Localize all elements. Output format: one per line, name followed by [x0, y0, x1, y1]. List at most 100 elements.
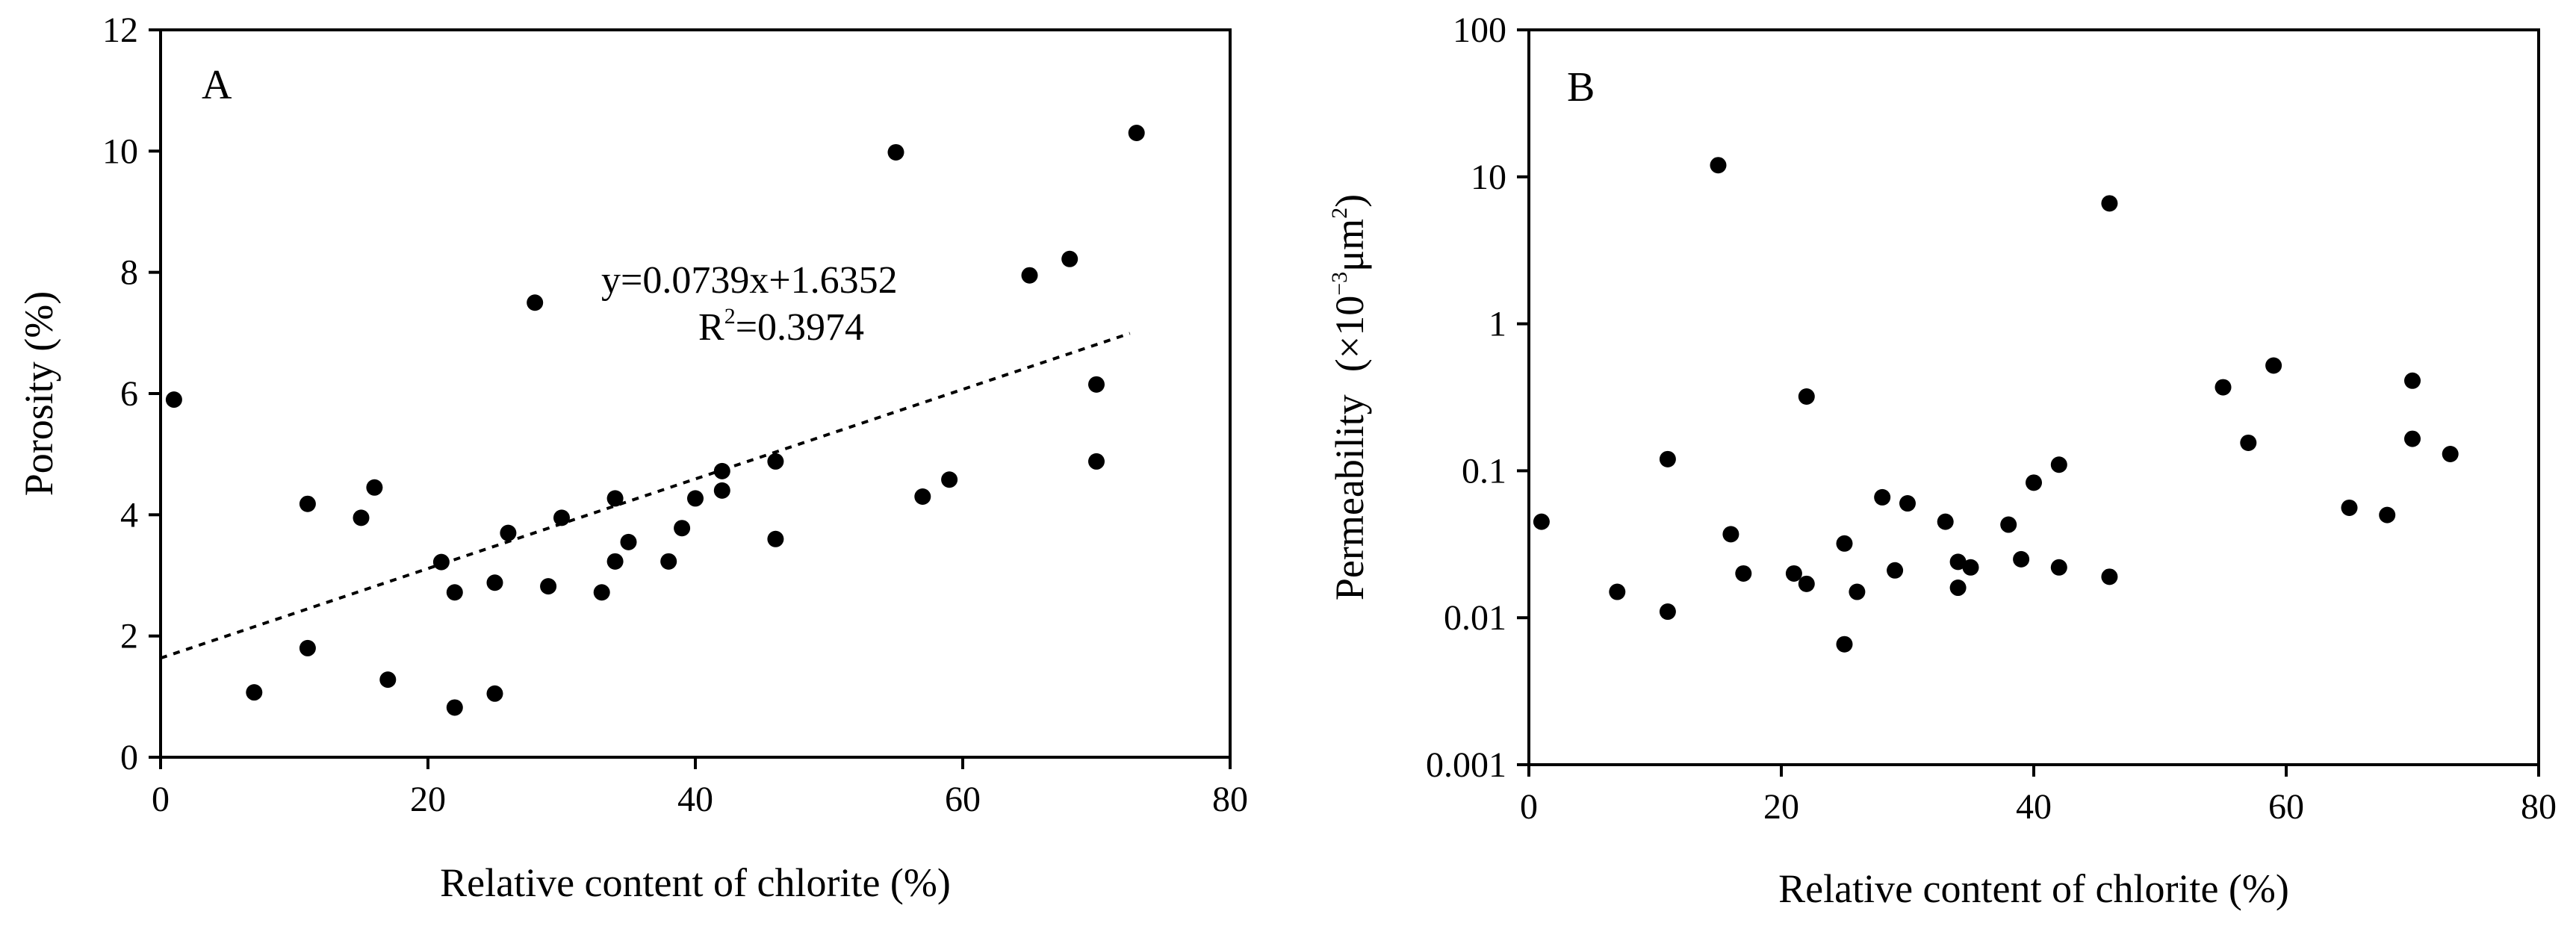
- porosity-point: [593, 584, 610, 601]
- porosity-point: [553, 509, 570, 526]
- porosity-point: [914, 488, 931, 505]
- porosity-point: [446, 584, 463, 601]
- permeability-y-tick-label: 100: [1453, 10, 1506, 50]
- permeability-y-tick-label: 0.1: [1462, 451, 1506, 491]
- permeability-point: [1887, 562, 1904, 579]
- porosity-point: [353, 509, 370, 526]
- permeability-point: [2050, 456, 2067, 473]
- porosity-x-axis-title: Relative content of chlorite (%): [440, 860, 951, 905]
- chart-permeability: 0 20 40 60 80 0.001 0.01 0.1 1 10 100 B Relative c…: [1327, 10, 2557, 911]
- regression-equation: y=0.0739x+1.6352: [601, 259, 898, 302]
- porosity-y-tick-label: 2: [120, 617, 138, 656]
- permeability-point: [1798, 575, 1815, 592]
- permeability-y-unit-open: (×10: [1327, 296, 1372, 372]
- permeability-point: [2379, 506, 2396, 523]
- porosity-point: [713, 482, 730, 499]
- porosity-axis-ticks: 0 20 40 60 80 0 2 4 6 8 10 12: [102, 10, 1248, 819]
- porosity-point: [1088, 453, 1105, 470]
- porosity-y-tick-label: 12: [102, 10, 138, 50]
- porosity-trendline: [160, 332, 1131, 660]
- permeability-x-tick-label: 20: [1763, 787, 1799, 827]
- porosity-x-tick-label: 0: [152, 780, 170, 819]
- porosity-point: [527, 294, 544, 311]
- permeability-point: [1836, 535, 1853, 552]
- porosity-point: [299, 495, 316, 512]
- permeability-y-tick-label: 0.01: [1444, 598, 1506, 638]
- permeability-point: [1874, 488, 1891, 506]
- permeability-point: [2404, 430, 2421, 447]
- permeability-point: [1533, 513, 1550, 530]
- permeability-x-tick-label: 0: [1520, 787, 1538, 827]
- porosity-point: [941, 471, 958, 488]
- porosity-point: [540, 578, 557, 595]
- porosity-point: [660, 553, 677, 570]
- permeability-point: [1785, 565, 1802, 582]
- r-squared-sup: 2: [724, 304, 736, 329]
- permeability-point: [2101, 195, 2118, 212]
- porosity-points: [165, 124, 1145, 716]
- porosity-y-tick-label: 10: [102, 131, 138, 171]
- porosity-y-tick-label: 8: [120, 253, 138, 293]
- permeability-axis-ticks: 0 20 40 60 80 0.001 0.01 0.1 1 10 100: [1426, 10, 2557, 827]
- porosity-point: [165, 391, 182, 408]
- permeability-point: [2050, 559, 2067, 576]
- permeability-x-tick-label: 80: [2521, 787, 2557, 827]
- permeability-y-axis-title: Permeability (×10−3μm2): [1327, 194, 1372, 600]
- porosity-point: [713, 462, 730, 479]
- permeability-point: [2442, 445, 2459, 462]
- permeability-y-unit-exp: −3: [1327, 272, 1352, 296]
- permeability-x-tick-label: 40: [2016, 787, 2052, 827]
- porosity-x-tick-label: 80: [1212, 780, 1248, 819]
- r-squared-value: =0.3974: [736, 306, 864, 349]
- porosity-point: [767, 453, 784, 470]
- permeability-point: [1659, 450, 1676, 467]
- porosity-point: [620, 533, 637, 550]
- porosity-point: [1021, 267, 1038, 284]
- porosity-y-tick-label: 6: [120, 374, 138, 414]
- permeability-y-tick-label: 1: [1489, 305, 1506, 344]
- permeability-point: [1722, 526, 1739, 543]
- permeability-points: [1533, 157, 2459, 653]
- porosity-point: [366, 479, 383, 496]
- porosity-point: [486, 685, 503, 702]
- porosity-point: [246, 684, 263, 701]
- permeability-point: [2240, 434, 2257, 451]
- permeability-point: [1899, 495, 1916, 512]
- permeability-point: [2000, 516, 2017, 533]
- porosity-point: [299, 639, 316, 656]
- panel-label-b: B: [1567, 64, 1595, 111]
- porosity-y-axis-title: Porosity (%): [16, 291, 61, 496]
- permeability-x-axis-title: Relative content of chlorite (%): [1778, 866, 2289, 911]
- permeability-y-tick-label: 0.001: [1426, 745, 1506, 785]
- porosity-plot-frame: [159, 28, 1232, 759]
- permeability-point: [1659, 603, 1676, 621]
- porosity-point: [767, 530, 784, 547]
- permeability-point: [1937, 513, 1954, 530]
- porosity-y-tick-label: 4: [120, 495, 138, 535]
- permeability-point: [1836, 636, 1853, 653]
- porosity-point: [486, 574, 503, 591]
- permeability-y-unit-exp2: 2: [1327, 208, 1352, 219]
- permeability-point: [1735, 565, 1752, 582]
- porosity-point: [1128, 124, 1145, 141]
- porosity-point: [687, 490, 704, 507]
- porosity-x-tick-label: 40: [677, 780, 713, 819]
- permeability-point: [2215, 379, 2232, 396]
- porosity-y-tick-label: 0: [120, 738, 138, 777]
- permeability-point: [2026, 474, 2042, 491]
- permeability-point: [1710, 157, 1727, 174]
- porosity-point: [1061, 250, 1078, 267]
- porosity-point: [446, 699, 463, 716]
- permeability-point: [1962, 559, 1979, 576]
- panel-label-a: A: [202, 62, 232, 108]
- porosity-point: [379, 671, 397, 689]
- permeability-point: [2404, 372, 2421, 389]
- porosity-x-tick-label: 20: [410, 780, 446, 819]
- permeability-point: [2013, 550, 2030, 568]
- porosity-point: [432, 553, 450, 571]
- r-squared: R2=0.3974: [698, 304, 864, 349]
- permeability-y-tick-label: 10: [1471, 158, 1506, 197]
- permeability-plot-frame: [1527, 28, 2540, 766]
